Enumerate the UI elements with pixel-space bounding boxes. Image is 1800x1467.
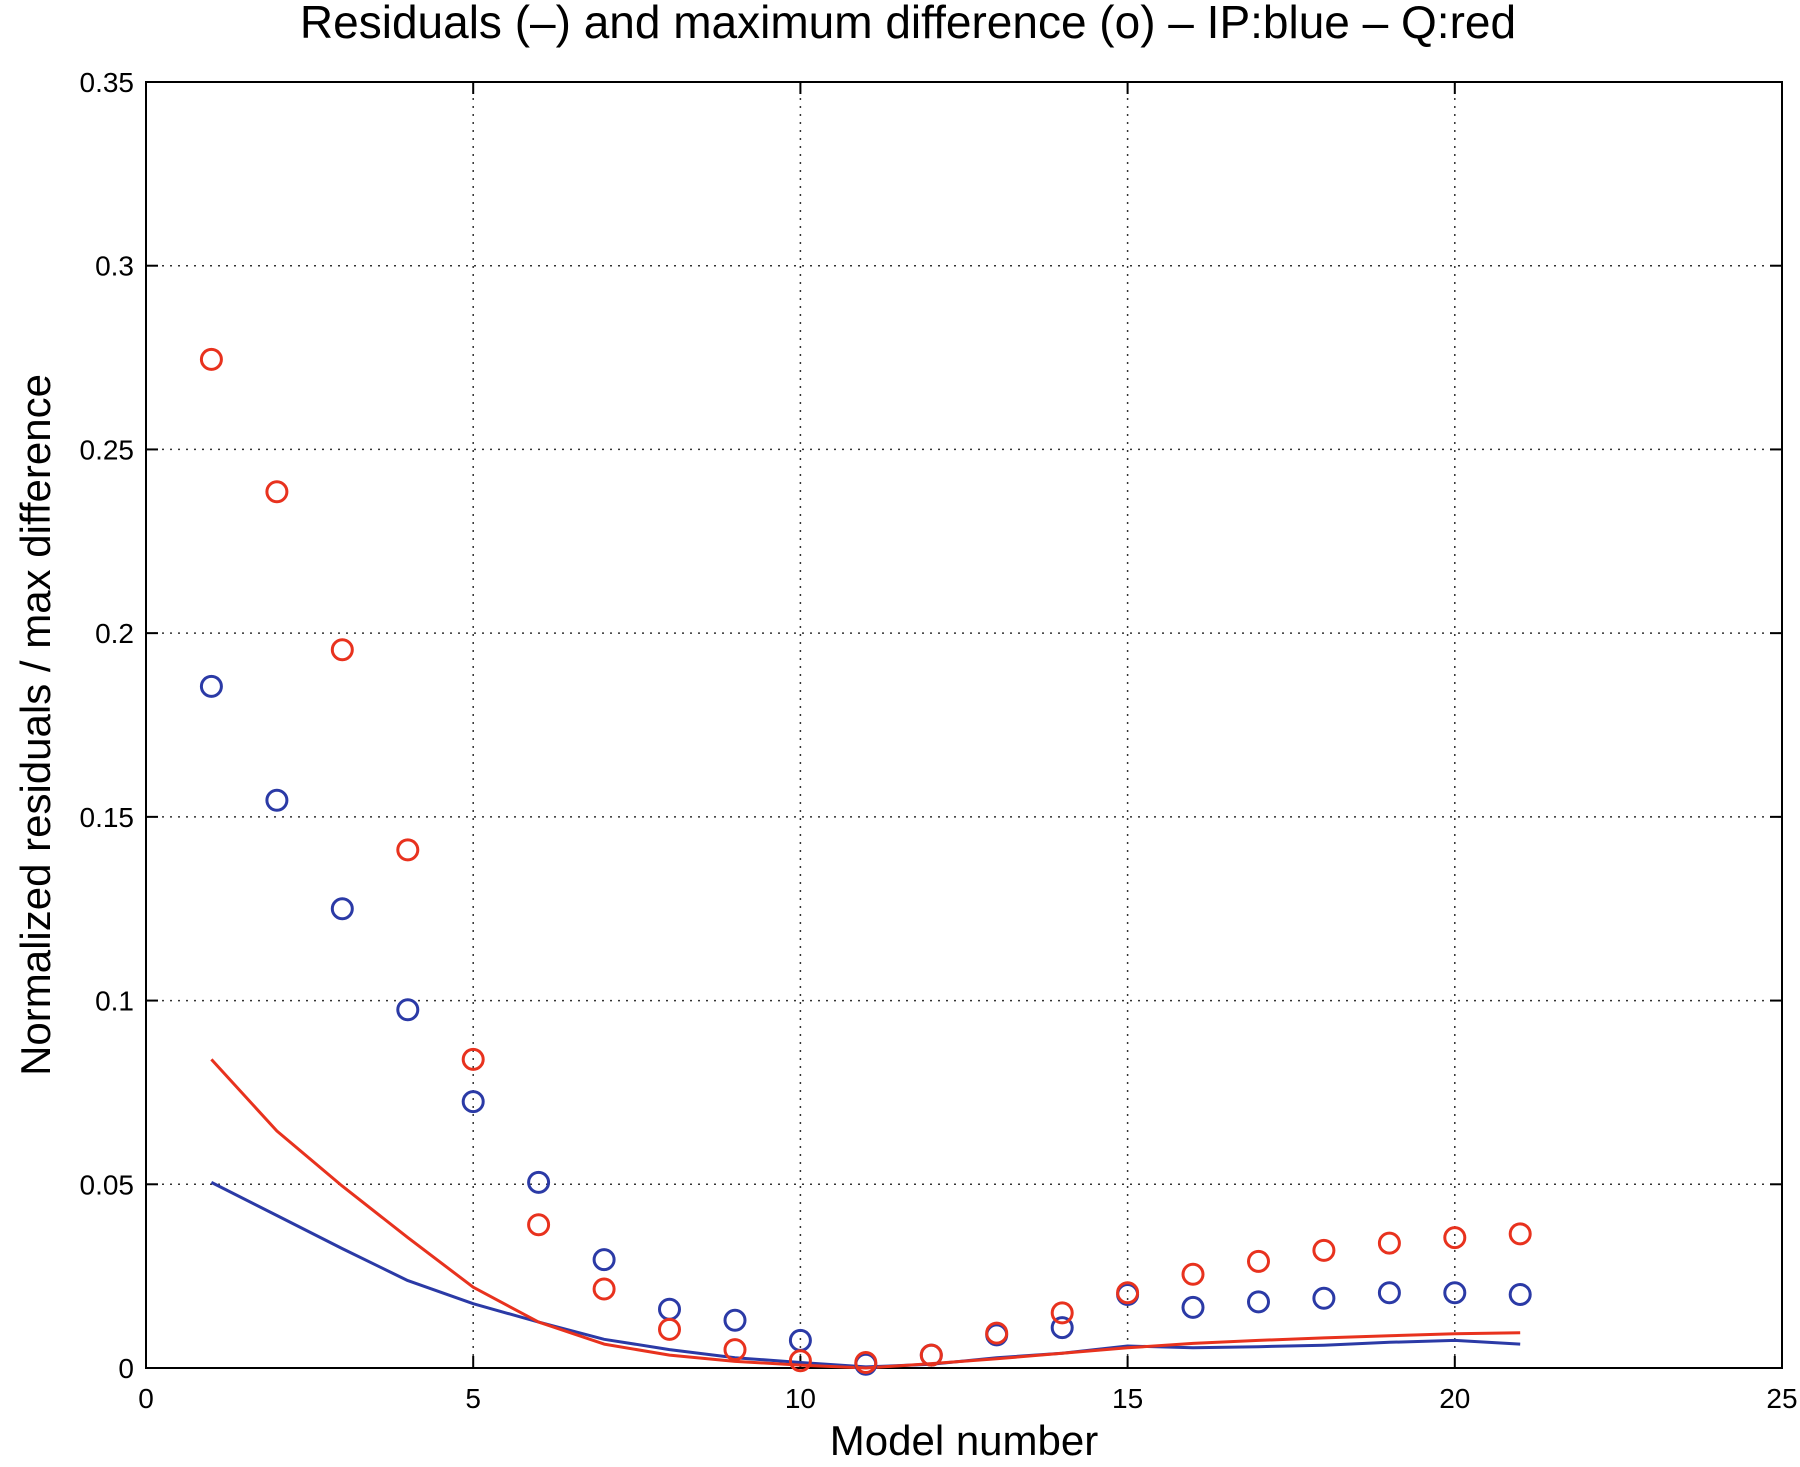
Q-max-difference-marker xyxy=(1181,1262,1205,1286)
IP-max-difference-marker xyxy=(1443,1281,1467,1305)
Q-max-difference-marker xyxy=(396,838,420,862)
grid xyxy=(146,82,1782,1368)
Q-max-difference-marker xyxy=(1508,1222,1532,1246)
Q-max-difference-marker xyxy=(985,1321,1009,1345)
Q-max-difference-marker xyxy=(1443,1226,1467,1250)
y-tick-label: 0.25 xyxy=(80,434,135,465)
x-tick-label: 20 xyxy=(1439,1383,1470,1414)
series xyxy=(199,347,1532,1376)
y-tick-label: 0.15 xyxy=(80,802,135,833)
Q-max-difference-marker xyxy=(199,347,223,371)
Q-max-difference-marker xyxy=(919,1343,943,1367)
y-tick-label: 0.2 xyxy=(95,618,134,649)
y-tick-label: 0.3 xyxy=(95,251,134,282)
axis-ticks: 0 5 10 15 20 25 0 0.05 0.1 0.15 0.2 0.25 0.3 0.35 xyxy=(80,67,1798,1414)
y-tick-label: 0.35 xyxy=(80,67,135,98)
y-tick-label: 0.05 xyxy=(80,1169,135,1200)
Q-max-difference-marker xyxy=(1377,1231,1401,1255)
x-tick-label: 15 xyxy=(1112,1383,1143,1414)
IP-max-difference-marker xyxy=(1312,1286,1336,1310)
x-tick-label: 10 xyxy=(785,1383,816,1414)
IP-max-difference-marker xyxy=(723,1308,747,1332)
Q-max-difference-marker xyxy=(854,1351,878,1374)
IP-max-difference-marker xyxy=(1508,1283,1532,1306)
Q-max-difference-marker xyxy=(1116,1281,1140,1305)
y-tick-label: 0.1 xyxy=(95,986,134,1017)
plot-frame xyxy=(145,81,1783,1369)
Q-max-difference-marker xyxy=(527,1213,551,1237)
IP-max-difference-marker xyxy=(527,1170,551,1194)
IP-max-difference-marker xyxy=(330,897,354,921)
Q-max-difference-marker xyxy=(1312,1238,1336,1262)
IP-max-difference-marker xyxy=(1050,1316,1074,1340)
IP-max-difference-marker xyxy=(265,788,289,812)
IP-max-difference-marker xyxy=(1247,1290,1270,1314)
x-tick-label: 5 xyxy=(465,1383,481,1414)
Q-max-difference-marker xyxy=(1050,1301,1074,1325)
Q-max-difference-marker xyxy=(265,480,289,504)
Q-max-difference-marker xyxy=(330,638,354,662)
y-axis-label: Normalized residuals / max difference xyxy=(12,374,59,1076)
Q-max-difference-marker xyxy=(1247,1249,1270,1273)
Q-max-difference-marker xyxy=(788,1349,812,1373)
IP-max-difference-marker xyxy=(1181,1295,1205,1319)
Q-max-difference-marker xyxy=(723,1338,747,1362)
chart-title: Residuals (–) and maximum difference (o)… xyxy=(300,0,1516,48)
Q-max-difference-marker xyxy=(461,1047,485,1071)
Q-max-difference-marker xyxy=(592,1277,616,1301)
x-tick-label: 25 xyxy=(1766,1383,1797,1414)
Q-max-difference-marker xyxy=(658,1317,681,1341)
IP-max-difference-marker xyxy=(396,998,420,1022)
x-axis-label: Model number xyxy=(830,1417,1098,1464)
IP-max-difference-marker xyxy=(658,1297,681,1321)
IP-max-difference-marker xyxy=(592,1248,616,1272)
Q-residuals-line xyxy=(210,1058,1521,1370)
IP-max-difference-marker xyxy=(199,674,223,698)
x-tick-label: 0 xyxy=(138,1383,154,1414)
y-tick-label: 0 xyxy=(118,1353,134,1384)
IP-max-difference-marker xyxy=(1377,1281,1401,1305)
IP-max-difference-marker xyxy=(461,1090,485,1114)
